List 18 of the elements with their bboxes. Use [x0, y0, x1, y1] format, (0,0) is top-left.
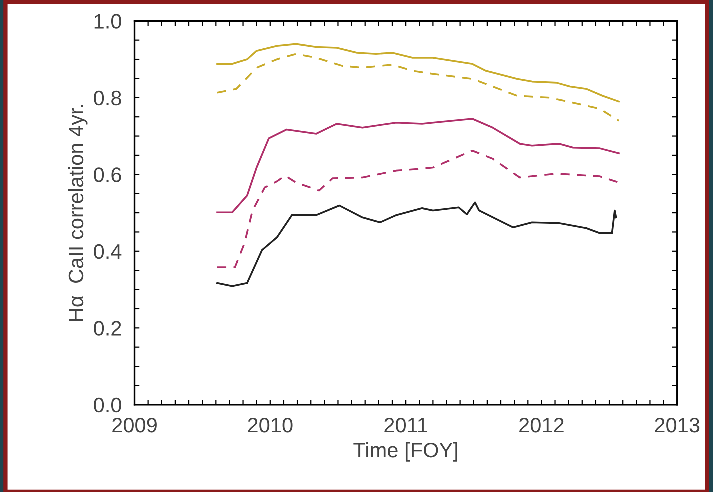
line-series	[216, 43, 620, 103]
x-tick-label: 2009	[112, 418, 157, 433]
y-axis-title: Hα CaII correlation 4yr.	[68, 105, 88, 321]
line-series	[216, 53, 620, 122]
y-tick-label: 0.6	[94, 168, 122, 182]
x-axis-title: Time [FOY]	[354, 442, 458, 462]
x-tick-label: 2010	[248, 418, 293, 433]
line-series	[216, 118, 620, 214]
line-series	[216, 150, 620, 268]
y-tick-label: 0.0	[94, 398, 122, 413]
y-tick-label: 0.8	[94, 90, 122, 106]
x-tick-label: 2013	[655, 418, 700, 433]
line-series	[216, 202, 618, 288]
y-tick-label: 0.2	[94, 321, 122, 336]
y-tick-label: 0.4	[94, 244, 122, 260]
x-tick-label: 2011	[384, 418, 428, 433]
y-tick-label: 1.0	[94, 14, 122, 29]
x-tick-label: 2012	[520, 418, 564, 433]
